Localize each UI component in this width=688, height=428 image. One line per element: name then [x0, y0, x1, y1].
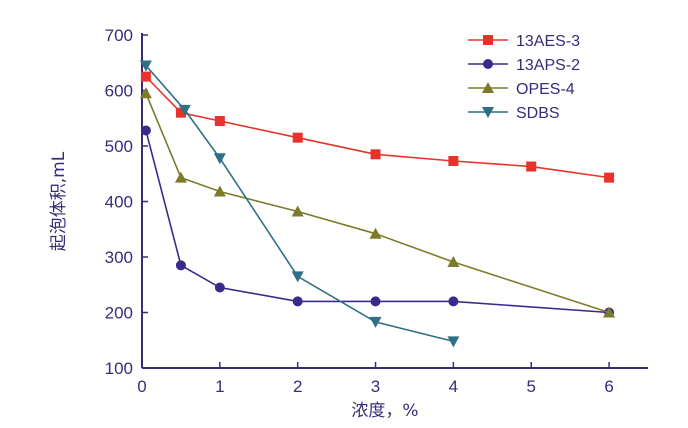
data-point [604, 172, 615, 183]
data-point [448, 296, 459, 307]
series-layer [139, 60, 616, 348]
data-point [370, 296, 381, 307]
legend-label: OPES-4 [516, 81, 575, 98]
y-axis-label: 起泡体积,mL [49, 151, 69, 251]
x-tick-label: 3 [371, 377, 380, 396]
data-point [447, 336, 460, 348]
data-point [178, 104, 191, 116]
legend-label: SDBS [516, 105, 560, 122]
legend-marker [483, 59, 493, 69]
x-axis-label: 浓度，% [351, 401, 418, 421]
data-point [174, 171, 187, 183]
data-point [291, 271, 304, 283]
data-point [369, 227, 382, 239]
y-tick-label: 200 [105, 304, 133, 323]
data-point [603, 306, 616, 318]
legend-label: 13AES-3 [516, 33, 580, 50]
x-tick-label: 2 [293, 377, 302, 396]
data-point [447, 255, 460, 267]
x-tick-label: 1 [215, 377, 224, 396]
data-point [291, 205, 304, 217]
data-point [369, 316, 382, 328]
y-tick-label: 500 [105, 137, 133, 156]
legend-label: 13APS-2 [516, 57, 580, 74]
legend-marker [482, 82, 494, 93]
data-point [292, 296, 303, 307]
legend-item: 13APS-2 [468, 57, 580, 74]
legend: 13AES-3 13APS-2 OPES-4 SDBS [468, 33, 580, 122]
legend-marker [483, 35, 493, 45]
data-point [526, 161, 537, 172]
legend-marker [482, 107, 494, 118]
legend-item: OPES-4 [468, 81, 575, 98]
data-point [139, 87, 152, 99]
legend-item: SDBS [468, 105, 560, 122]
series-SDBS [139, 60, 460, 348]
data-point [214, 282, 225, 293]
data-point [213, 185, 226, 197]
y-tick-label: 300 [105, 248, 133, 267]
x-tick-label: 6 [604, 377, 613, 396]
y-tick-label: 700 [105, 26, 133, 45]
data-point [175, 260, 186, 271]
y-tick-label: 400 [105, 193, 133, 212]
data-point [175, 107, 186, 118]
series-OPES-4 [139, 87, 616, 318]
series-line [145, 92, 610, 314]
data-point [214, 116, 225, 127]
legend-item: 13AES-3 [468, 33, 580, 50]
data-point [213, 153, 226, 165]
y-tick-label: 100 [105, 359, 133, 378]
x-tick-label: 5 [526, 377, 535, 396]
x-tick-label: 4 [449, 377, 458, 396]
data-point [292, 132, 303, 143]
data-point [448, 155, 459, 166]
data-point [140, 125, 151, 136]
data-point [140, 71, 151, 82]
x-tick-label: 0 [137, 377, 146, 396]
y-tick-label: 600 [105, 82, 133, 101]
ticks: 100 200 300 400 500 600 700 0 1 2 3 4 5 6 [105, 26, 614, 396]
data-point [139, 60, 152, 72]
data-point [370, 149, 381, 160]
series-line [145, 64, 454, 343]
